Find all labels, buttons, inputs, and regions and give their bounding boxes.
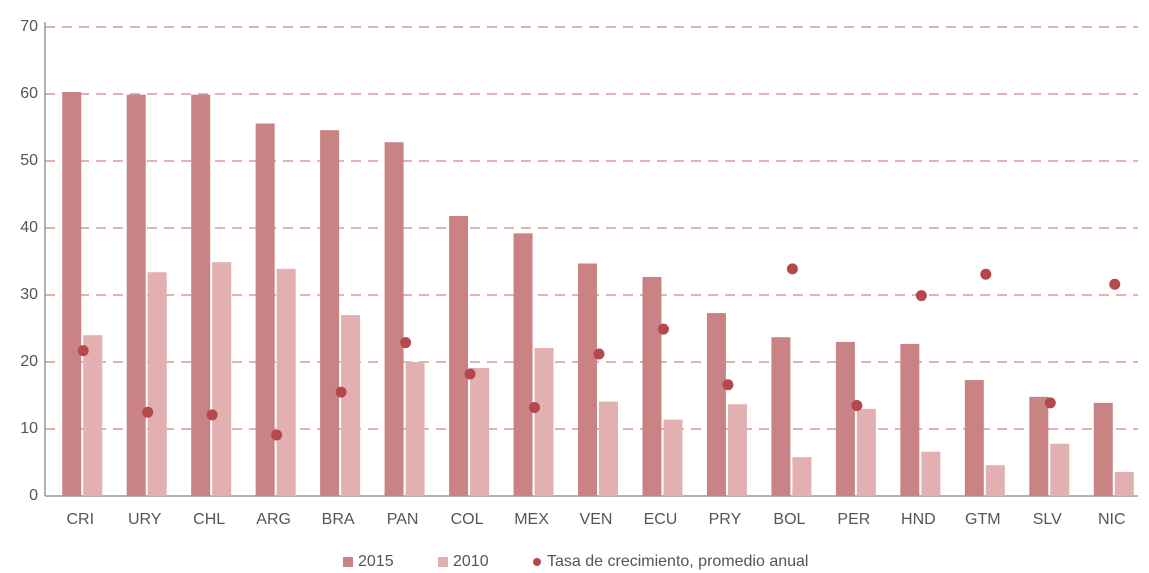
bar bbox=[147, 272, 167, 496]
dot bbox=[335, 386, 347, 398]
dot bbox=[722, 379, 734, 391]
x-tick-label: PRY bbox=[709, 511, 742, 528]
dot bbox=[915, 290, 927, 302]
bar bbox=[1029, 396, 1049, 496]
dot bbox=[271, 429, 283, 441]
x-tick-label: CHL bbox=[193, 511, 225, 528]
legend-label: 2015 bbox=[358, 553, 394, 570]
bar bbox=[599, 401, 618, 496]
bar bbox=[578, 263, 597, 496]
x-tick-label: BRA bbox=[322, 511, 355, 528]
bar bbox=[835, 341, 855, 496]
bar bbox=[126, 94, 146, 497]
dot bbox=[142, 406, 154, 418]
bar bbox=[384, 142, 404, 497]
y-tick-label: 10 bbox=[20, 420, 38, 437]
dot bbox=[464, 368, 476, 380]
bar bbox=[856, 408, 876, 496]
dot bbox=[593, 348, 605, 360]
y-tick-label: 0 bbox=[29, 487, 38, 504]
bar bbox=[320, 130, 340, 496]
x-tick-label: HND bbox=[901, 511, 936, 528]
bar bbox=[449, 215, 469, 496]
x-tick-label: ARG bbox=[256, 511, 291, 528]
dot bbox=[206, 409, 218, 421]
bar bbox=[1093, 402, 1113, 496]
bar bbox=[513, 233, 533, 497]
dot bbox=[400, 337, 412, 349]
bar bbox=[1050, 443, 1070, 496]
bar bbox=[341, 315, 361, 496]
bar bbox=[792, 457, 812, 496]
bar bbox=[900, 343, 920, 496]
bar bbox=[771, 337, 791, 496]
bar bbox=[663, 419, 683, 496]
y-tick-label: 60 bbox=[20, 85, 38, 102]
dot bbox=[77, 345, 89, 357]
bar bbox=[1114, 471, 1134, 496]
x-tick-label: VEN bbox=[580, 511, 613, 528]
dot bbox=[1044, 397, 1056, 409]
y-tick-label: 50 bbox=[20, 152, 38, 169]
bar bbox=[212, 262, 232, 496]
y-tick-label: 70 bbox=[20, 18, 38, 35]
x-tick-label: URY bbox=[128, 511, 162, 528]
bar bbox=[62, 91, 82, 497]
dot bbox=[786, 263, 798, 275]
x-tick-label: NIC bbox=[1098, 511, 1126, 528]
x-tick-label: SLV bbox=[1033, 511, 1062, 528]
bar bbox=[921, 451, 941, 496]
bar bbox=[727, 404, 747, 496]
bar bbox=[83, 335, 103, 496]
legend-label: Tasa de crecimiento, promedio anual bbox=[547, 553, 808, 570]
bar bbox=[405, 362, 425, 496]
dot bbox=[657, 323, 669, 335]
y-tick-label: 20 bbox=[20, 353, 38, 370]
y-tick-label: 30 bbox=[20, 286, 38, 303]
x-tick-label: PAN bbox=[387, 511, 419, 528]
x-tick-label: GTM bbox=[965, 511, 1001, 528]
dot bbox=[851, 400, 863, 412]
bar bbox=[534, 347, 554, 496]
x-tick-label: MEX bbox=[514, 511, 549, 528]
bar bbox=[191, 94, 211, 497]
x-tick-label: BOL bbox=[773, 511, 805, 528]
bar bbox=[276, 268, 296, 496]
legend-swatch bbox=[343, 557, 353, 567]
bar bbox=[642, 276, 662, 496]
y-tick-label: 40 bbox=[20, 219, 38, 236]
bar bbox=[255, 123, 275, 496]
x-tick-label: PER bbox=[837, 511, 870, 528]
legend-swatch bbox=[533, 558, 541, 566]
bar bbox=[706, 313, 726, 496]
bar bbox=[985, 465, 1005, 496]
dot bbox=[529, 402, 541, 414]
dot bbox=[1109, 278, 1121, 290]
x-tick-label: ECU bbox=[644, 511, 678, 528]
legend-swatch bbox=[438, 557, 448, 567]
legend-label: 2010 bbox=[453, 553, 489, 570]
x-tick-label: COL bbox=[451, 511, 484, 528]
bar bbox=[964, 380, 984, 496]
bar bbox=[470, 368, 490, 496]
dot bbox=[980, 268, 992, 280]
x-tick-label: CRI bbox=[66, 511, 94, 528]
